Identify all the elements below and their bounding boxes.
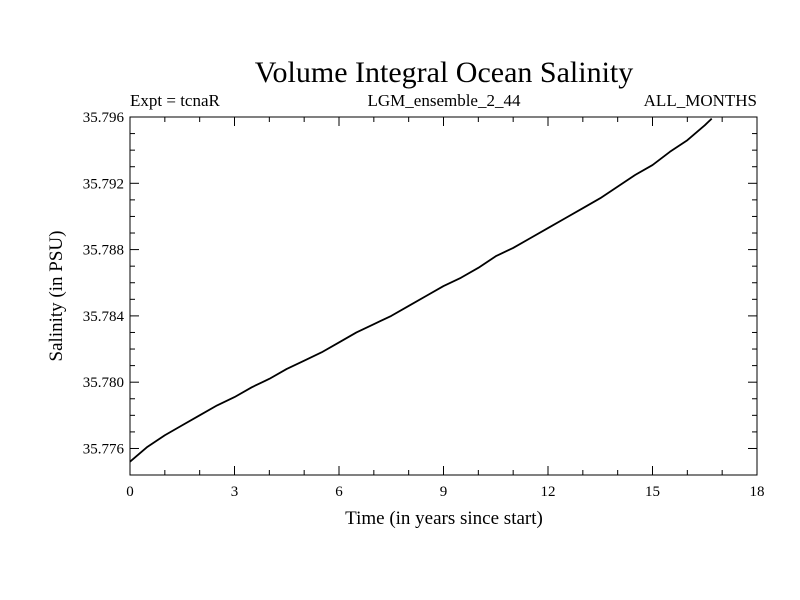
x-tick-label: 15 [645,484,660,500]
x-tick-label: 12 [541,484,556,500]
x-tick-labels: 0 3 6 9 12 15 18 [126,484,764,500]
y-tick-label: 35.788 [83,243,124,259]
series-line-salinity [129,118,713,463]
series-group [129,118,713,463]
subtitle-left: Expt = tcnaR [130,91,221,110]
plot-frame [129,116,758,476]
y-tick-label: 35.796 [83,110,125,126]
tick-marks [129,116,758,475]
x-tick-label: 18 [750,484,765,500]
y-tick-label: 35.784 [83,309,125,325]
y-tick-labels: 35.776 35.780 35.784 35.788 35.792 35.796 [83,110,125,457]
y-axis-label: Salinity (in PSU) [46,231,67,362]
subtitle-right: ALL_MONTHS [644,91,757,110]
y-tick-label: 35.780 [83,375,124,391]
x-tick-label: 0 [126,484,134,500]
chart-title: Volume Integral Ocean Salinity [255,56,634,89]
x-tick-label: 3 [231,484,239,500]
y-tick-label: 35.776 [83,441,125,457]
x-tick-label: 6 [335,484,343,500]
subtitle-center: LGM_ensemble_2_44 [368,91,521,110]
x-tick-label: 9 [440,484,448,500]
x-axis-label: Time (in years since start) [345,508,543,529]
y-tick-label: 35.792 [83,176,124,192]
